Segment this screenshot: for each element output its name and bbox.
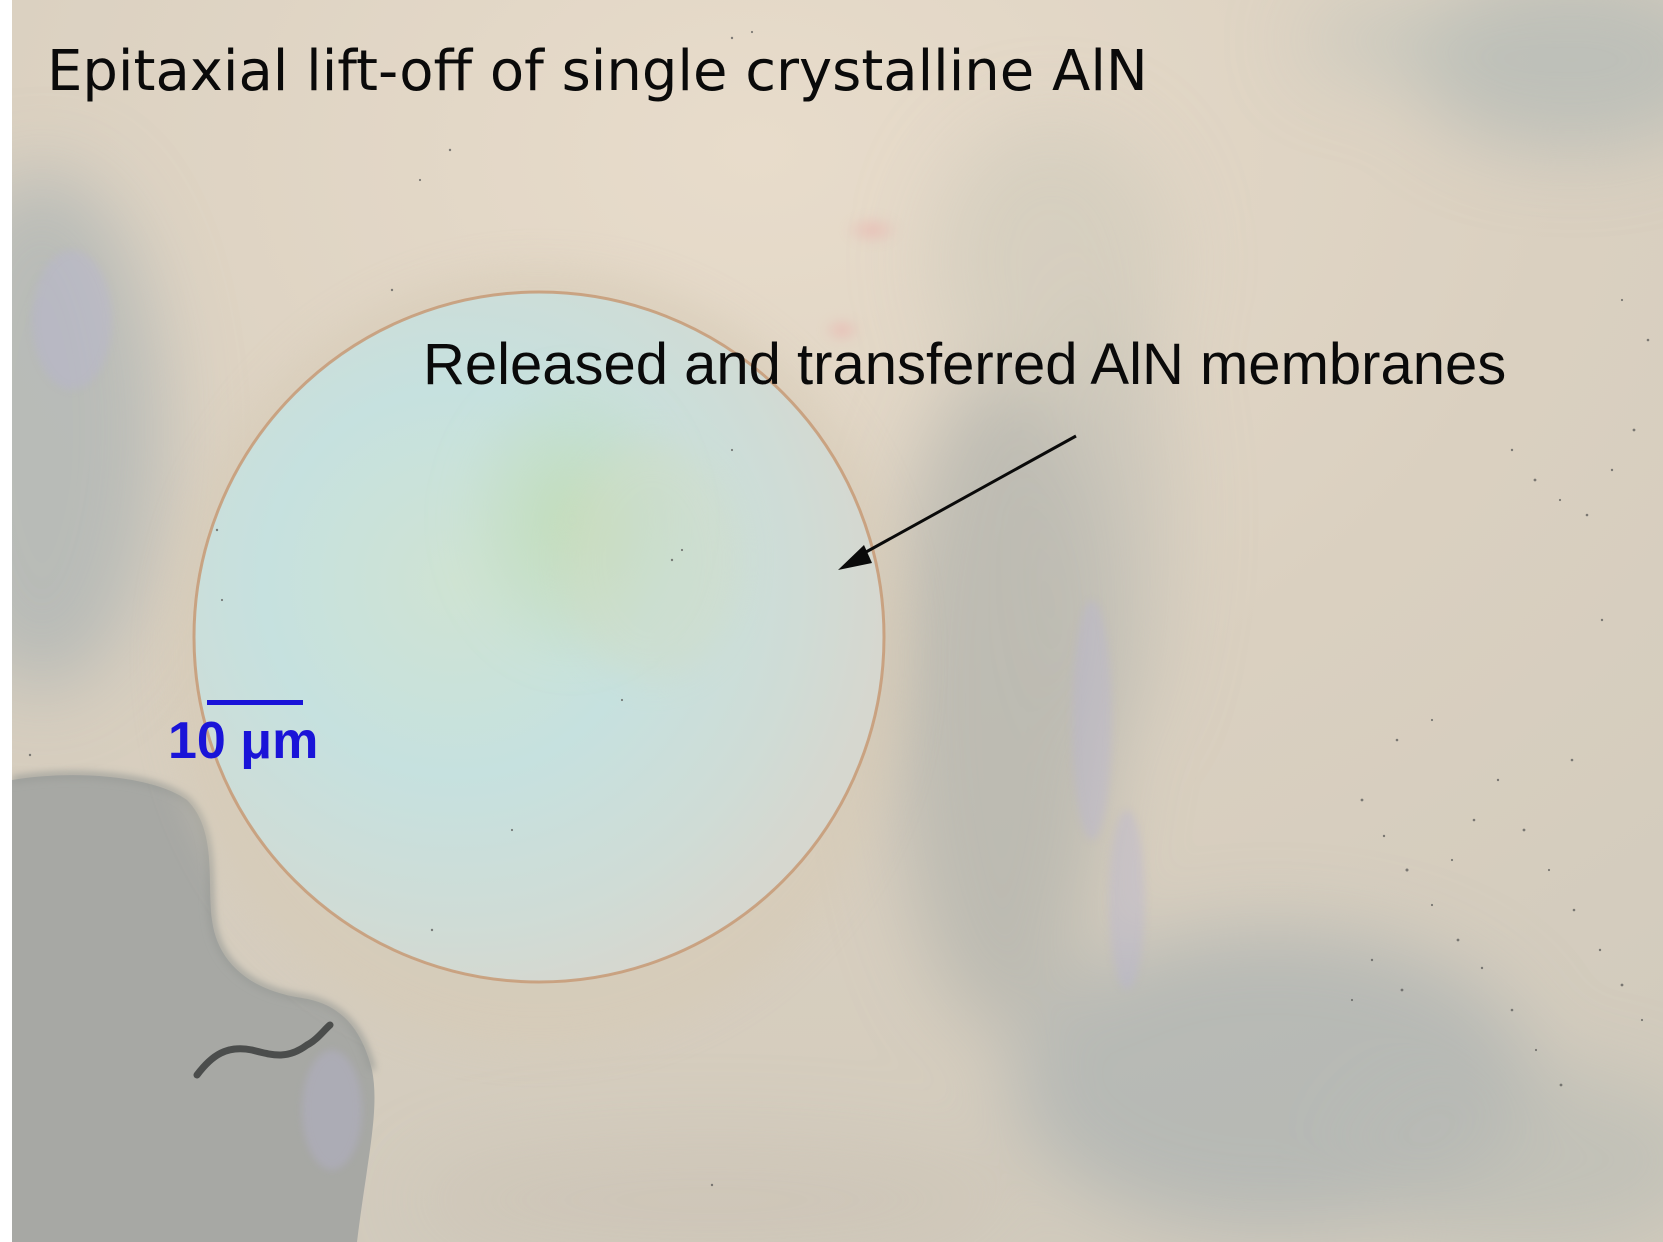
- figure-title: Epitaxial lift-off of single crystalline…: [47, 39, 1148, 104]
- annotation-label: Released and transferred AlN membranes: [423, 332, 1507, 397]
- background-haze: [12, 0, 1663, 1242]
- aln-membrane-disc: [192, 290, 886, 984]
- micrograph-image: [12, 0, 1663, 1242]
- scale-bar: [207, 700, 303, 705]
- dust-specks: [28, 30, 1650, 1187]
- micrograph-drawing: [12, 0, 1663, 1242]
- edge-noise: [32, 250, 1145, 1170]
- scale-bar-label: 10 μm: [168, 712, 319, 770]
- dark-debris-shape: [12, 772, 375, 1242]
